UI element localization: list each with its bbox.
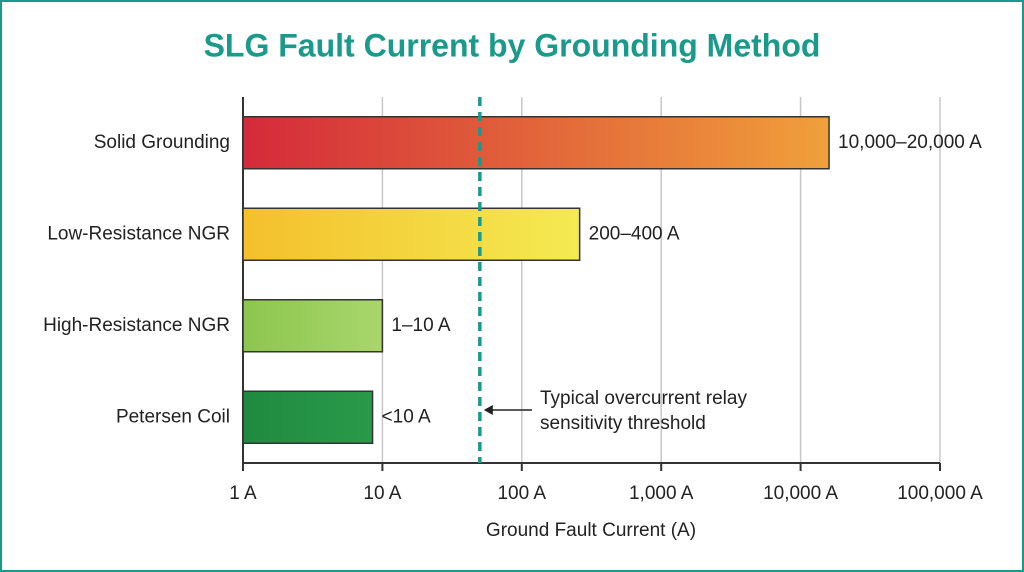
bar (242, 390, 374, 444)
value-label: 1–10 A (391, 315, 450, 336)
x-axis-label: Ground Fault Current (A) (486, 520, 696, 541)
y-tick-label: Petersen Coil (116, 406, 230, 427)
x-tick-label: 100 A (497, 483, 546, 504)
annotation-text: Typical overcurrent relay (540, 388, 747, 409)
value-label: 10,000–20,000 A (838, 132, 982, 153)
bar (242, 299, 384, 353)
y-tick-label: Low-Resistance NGR (47, 223, 230, 244)
bar (242, 207, 581, 261)
annotation-text: sensitivity threshold (540, 413, 706, 434)
y-tick-label: Solid Grounding (94, 132, 230, 153)
chart-title: SLG Fault Current by Grounding Method (204, 27, 821, 63)
value-label: 200–400 A (589, 223, 680, 244)
arrow-head (483, 405, 493, 415)
x-tick-label: 100,000 A (897, 483, 983, 504)
value-label: <10 A (382, 406, 431, 427)
bar (242, 116, 830, 170)
x-tick-label: 10,000 A (763, 483, 838, 504)
x-tick-label: 1,000 A (629, 483, 694, 504)
y-tick-label: High-Resistance NGR (43, 315, 230, 336)
x-tick-label: 10 A (363, 483, 401, 504)
x-tick-label: 1 A (229, 483, 257, 504)
